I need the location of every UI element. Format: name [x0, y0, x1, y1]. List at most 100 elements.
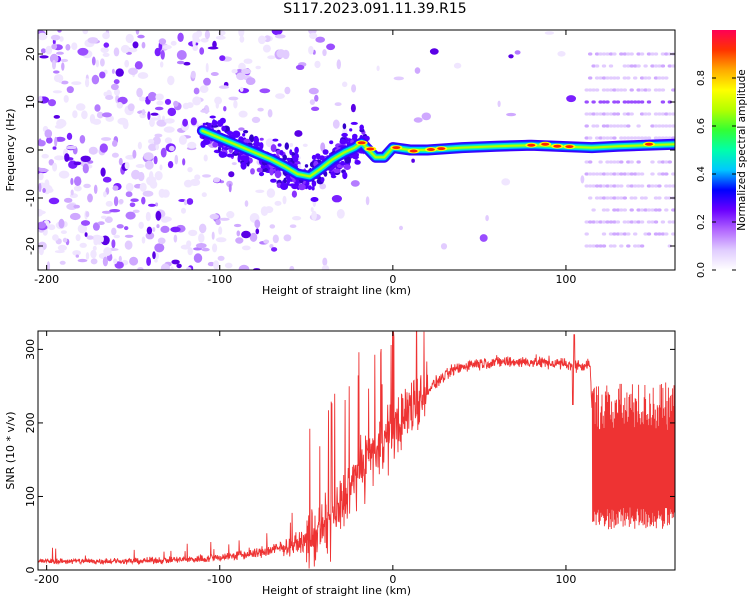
noise-blob	[241, 230, 251, 239]
signal-blob	[315, 153, 321, 158]
noise-blob	[245, 77, 256, 85]
noise-blob	[167, 75, 175, 86]
band-blob	[646, 136, 652, 140]
noise-blob	[111, 68, 115, 74]
noise-blob	[124, 161, 130, 170]
signal-blob	[202, 122, 207, 126]
band-blob	[584, 244, 589, 248]
band-blob	[629, 64, 634, 68]
noise-blob	[203, 154, 208, 162]
noise-blob	[321, 265, 330, 270]
band-blob	[626, 220, 631, 224]
signal-blob	[294, 146, 299, 154]
band-blob	[671, 208, 675, 212]
colorbar-tick-label: 0.4	[696, 166, 707, 182]
band-blob	[653, 52, 659, 56]
noise-blob	[157, 237, 166, 245]
noise-blob	[187, 167, 193, 173]
noise-blob	[205, 62, 209, 73]
noise-blob	[128, 67, 138, 76]
noise-blob	[308, 45, 314, 55]
signal-blob	[292, 156, 299, 162]
noise-blob	[336, 209, 345, 219]
band-blob	[650, 160, 655, 164]
band-blob	[626, 232, 631, 236]
band-blob	[664, 52, 669, 56]
signal-blob	[211, 119, 216, 127]
noise-blob	[192, 45, 199, 51]
noise-blob	[251, 116, 261, 123]
band-blob	[598, 112, 603, 116]
noise-blob	[137, 34, 145, 39]
band-blob	[584, 172, 589, 176]
noise-blob	[54, 136, 66, 142]
noise-blob	[50, 34, 61, 41]
signal-blob	[341, 132, 348, 138]
noise-blob	[219, 217, 230, 221]
hm-ytick-label: 10	[24, 95, 37, 109]
noise-blob	[161, 217, 169, 223]
noise-blob	[143, 152, 154, 161]
noise-blob	[54, 155, 65, 161]
band-blob	[594, 88, 600, 92]
noise-blob	[129, 256, 139, 266]
band-blob	[591, 220, 596, 224]
noise-blob	[217, 255, 225, 261]
noise-blob	[117, 117, 128, 125]
signal-blob	[342, 123, 347, 130]
hm-ytick-label: -10	[24, 189, 37, 207]
band-blob	[650, 208, 655, 212]
noise-blob	[163, 126, 175, 133]
noise-blob	[38, 182, 42, 193]
noise-blob	[118, 255, 122, 262]
noise-blob	[160, 147, 167, 158]
band-blob	[615, 88, 621, 92]
noise-blob	[154, 252, 159, 260]
colorbar-tick-label: 0.8	[696, 70, 707, 86]
noise-blob	[86, 235, 94, 240]
noise-blob	[186, 198, 194, 205]
noise-blob	[59, 260, 66, 265]
noise-blob	[501, 178, 511, 186]
noise-blob	[218, 30, 226, 36]
noise-blob	[152, 136, 161, 145]
noise-blob	[190, 70, 196, 79]
band-blob	[657, 76, 662, 80]
noise-blob	[314, 94, 319, 102]
noise-blob	[150, 112, 159, 116]
signal-blob	[307, 185, 312, 191]
band-blob	[636, 124, 641, 128]
band-blob	[646, 112, 652, 116]
noise-blob	[99, 143, 108, 153]
band-blob	[605, 124, 610, 128]
band-blob	[622, 100, 627, 104]
noise-blob	[131, 169, 141, 180]
band-blob	[622, 220, 627, 224]
band-blob	[646, 220, 652, 224]
snr-xtick-label: 100	[555, 573, 576, 586]
band-blob	[584, 124, 589, 128]
noise-blob	[103, 191, 107, 198]
noise-blob	[342, 81, 348, 88]
band-blob	[629, 184, 634, 188]
hm-ytick-label: 20	[24, 47, 37, 61]
noise-blob	[87, 37, 99, 44]
noise-blob	[95, 59, 99, 68]
band-blob	[639, 244, 645, 248]
noise-blob	[393, 76, 404, 81]
band-blob	[591, 88, 596, 92]
band-blob	[605, 184, 610, 188]
noise-blob	[109, 209, 121, 213]
band-blob	[612, 160, 617, 164]
signal-blob	[333, 168, 341, 174]
band-blob	[667, 196, 672, 200]
band-blob	[605, 52, 610, 56]
snr-xlabel: Height of straight line (km)	[262, 584, 411, 597]
band-blob	[612, 88, 617, 92]
noise-blob	[102, 256, 108, 267]
hm-xtick-label: -100	[207, 273, 232, 286]
noise-blob	[213, 260, 220, 270]
noise-blob	[52, 146, 57, 150]
band-blob	[664, 76, 669, 80]
ridge-hotspot-core	[426, 148, 435, 151]
